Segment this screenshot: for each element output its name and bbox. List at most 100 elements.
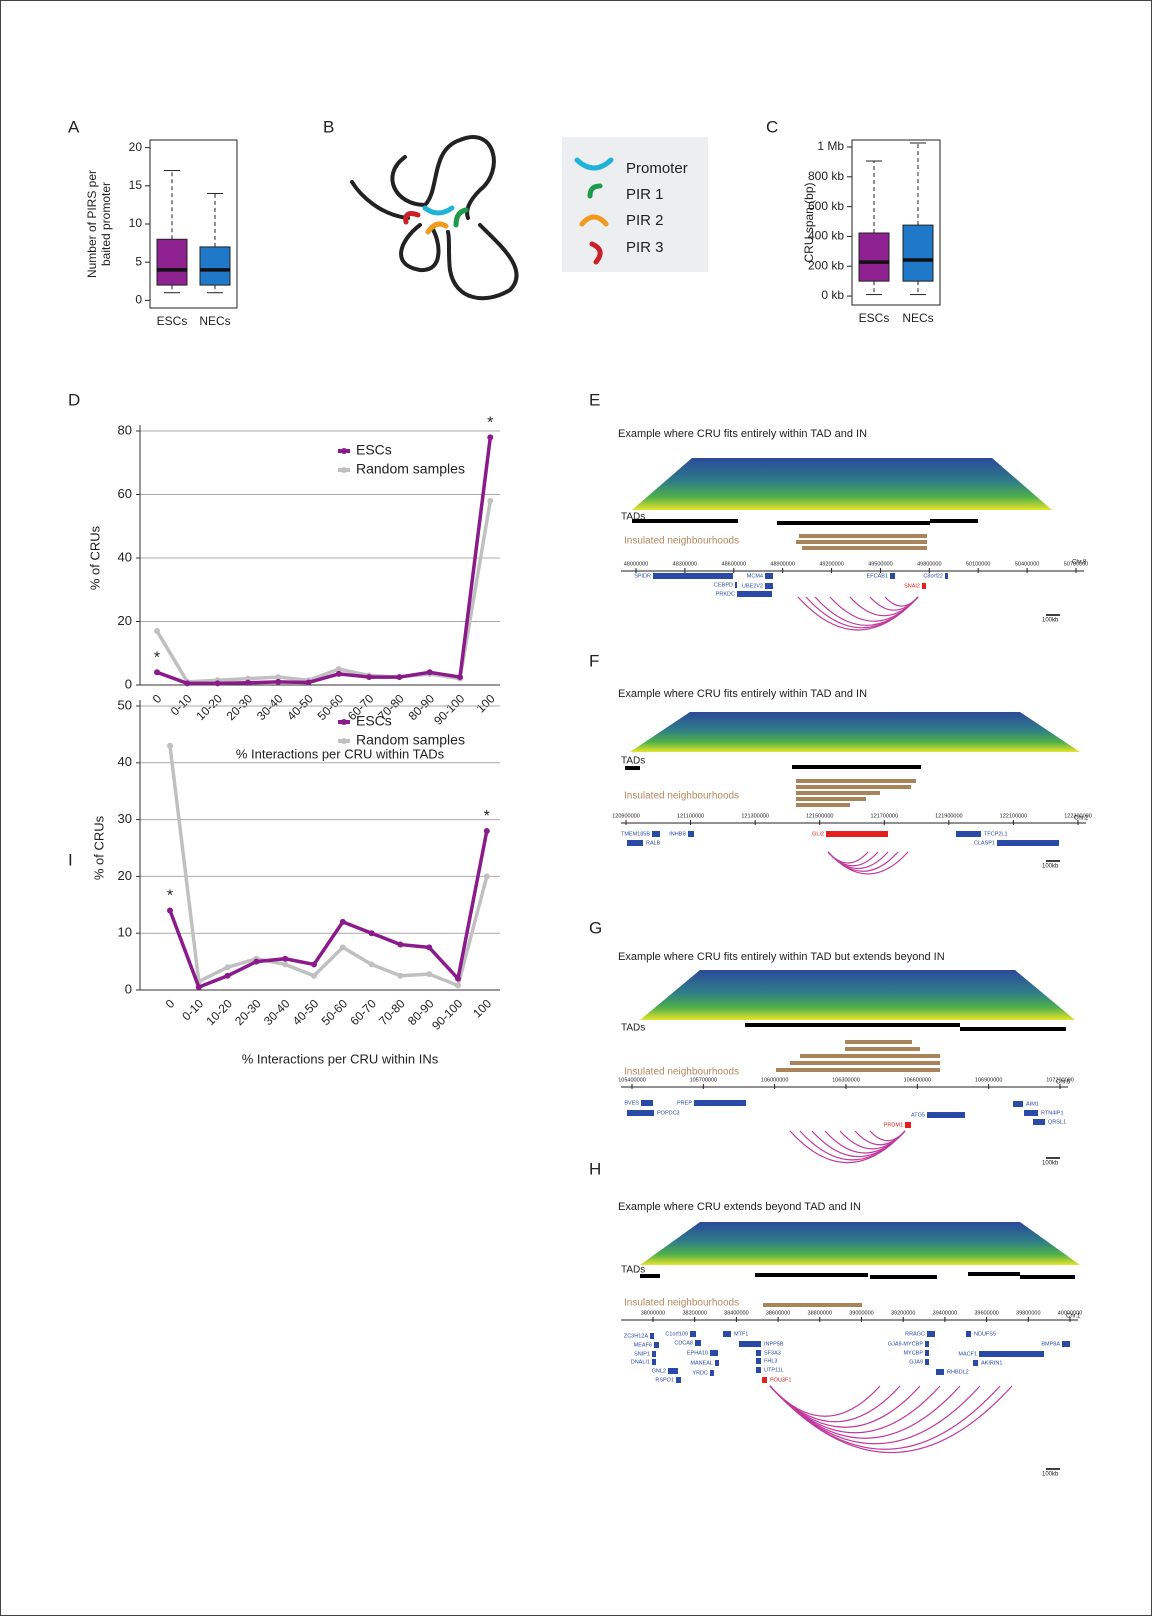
legend-label: PIR 1 (626, 186, 664, 203)
tads-label: TADs (621, 1265, 645, 1276)
point (339, 944, 346, 951)
point (305, 679, 312, 686)
y-tick-label: 20 (129, 140, 143, 154)
legend-label: ESCs (356, 442, 392, 458)
gene-glyph (762, 1377, 767, 1383)
plot-frame (851, 139, 941, 306)
point (487, 434, 494, 441)
gene-label: EPHA10 (687, 1350, 708, 1356)
y-tick-label: 1 Mb (817, 139, 844, 153)
contact-heatmap (640, 970, 1075, 1020)
gene-label: GNL2 (652, 1368, 666, 1374)
y-tick-label: 20 (118, 613, 132, 628)
point (184, 680, 191, 687)
gene-glyph (1024, 1110, 1038, 1116)
panel-title: Example where CRU fits entirely within T… (618, 428, 867, 440)
y-tick-label: 800 kb (808, 169, 844, 183)
coordinate-label: 39200000 (891, 1310, 915, 1316)
coordinate-label: 38400000 (724, 1310, 748, 1316)
gene-label: MEAF6 (634, 1342, 652, 1348)
gene-label: ZC3H12A (624, 1333, 648, 1339)
box (156, 238, 188, 286)
annotation: * (154, 650, 160, 667)
coordinate-label: 106600000 (904, 1077, 932, 1083)
gene-glyph (739, 1341, 761, 1347)
x-tick-label: ESCs (157, 314, 188, 328)
panel-letter: C (766, 117, 778, 136)
gene-glyph (735, 582, 737, 588)
gene-label: TFCP2L1 (984, 831, 1008, 837)
gene-glyph (765, 573, 773, 579)
gene-label: YRDC (692, 1370, 708, 1376)
gene-glyph (694, 1100, 746, 1106)
panel-letter: A (68, 117, 80, 136)
in-label: Insulated neighbourhoods (624, 1298, 739, 1309)
gene-glyph (695, 1340, 701, 1346)
gene-label: POPDC3 (657, 1110, 680, 1116)
y-tick-label: 10 (129, 216, 143, 230)
scale-label: 100kb (1042, 1472, 1059, 1478)
coordinate-label: 48900000 (770, 561, 794, 567)
gene-label: EFCAB1 (867, 573, 888, 579)
y-axis-label: % of CRUs (87, 525, 102, 590)
y-tick-label: 200 kb (808, 258, 844, 272)
gene-glyph (715, 1360, 719, 1366)
point (224, 972, 231, 979)
coordinate-label: 40000000 (1058, 1310, 1082, 1316)
x-axis-label: % Interactions per CRU within TADs (236, 746, 445, 761)
point (368, 961, 375, 968)
y-tick-label: 60 (118, 486, 132, 501)
point (457, 674, 463, 681)
gene-label: C8orf22 (923, 573, 943, 579)
coordinate-label: 39600000 (974, 1310, 998, 1316)
contact-heatmap (640, 1222, 1080, 1265)
coordinate-label: 38000000 (641, 1310, 665, 1316)
point (487, 497, 494, 504)
annotation: * (484, 808, 490, 825)
gene-glyph (652, 1359, 656, 1365)
y-tick-label: 600 kb (808, 199, 844, 213)
point (335, 670, 342, 677)
gene-glyph (826, 831, 888, 837)
interaction-arc (827, 851, 909, 875)
gene-label: NDUFS5 (974, 1331, 996, 1337)
panel-title: Example where CRU extends beyond TAD and… (618, 1201, 861, 1213)
gene-glyph (737, 591, 772, 597)
panel-title: Example where CRU fits entirely within T… (618, 951, 945, 963)
contact-heatmap (632, 458, 1052, 510)
point (311, 961, 317, 968)
gene-label: POU3F1 (770, 1377, 791, 1383)
x-tick-label: NECs (902, 311, 933, 325)
gene-glyph (927, 1112, 965, 1118)
gene-glyph (756, 1367, 761, 1373)
contact-heatmap (630, 712, 1080, 752)
legend-swatch (341, 738, 347, 744)
point (275, 674, 282, 681)
gene-label: INPP5B (764, 1341, 784, 1347)
legend-swatch (341, 448, 347, 454)
point (397, 941, 404, 948)
point (339, 918, 346, 925)
coordinate-label: 39000000 (849, 1310, 873, 1316)
gene-glyph (936, 1369, 944, 1375)
coordinate-label: 39400000 (933, 1310, 957, 1316)
y-tick-label: 40 (118, 549, 132, 564)
y-axis-label: % of CRUs (91, 815, 106, 880)
coordinate-label: 48000000 (624, 561, 648, 567)
gene-glyph (925, 1341, 929, 1347)
panel-letter: I (68, 850, 73, 869)
coordinate-label: 38200000 (682, 1310, 706, 1316)
y-axis-label: Number of PIRS per (85, 170, 99, 278)
legend-label: ESCs (356, 713, 392, 729)
y-tick-label: 0 (135, 293, 142, 307)
coordinate-label: 106300000 (832, 1077, 860, 1083)
gene-glyph (676, 1377, 681, 1383)
legend-swatch (341, 719, 347, 725)
chromatin-loops (350, 135, 519, 301)
coordinate-label: 121100000 (677, 813, 704, 819)
gene-label: MANEAL (690, 1360, 713, 1366)
y-axis-label: baited promoter (99, 182, 113, 266)
gene-glyph (652, 1351, 656, 1357)
point (214, 680, 221, 687)
